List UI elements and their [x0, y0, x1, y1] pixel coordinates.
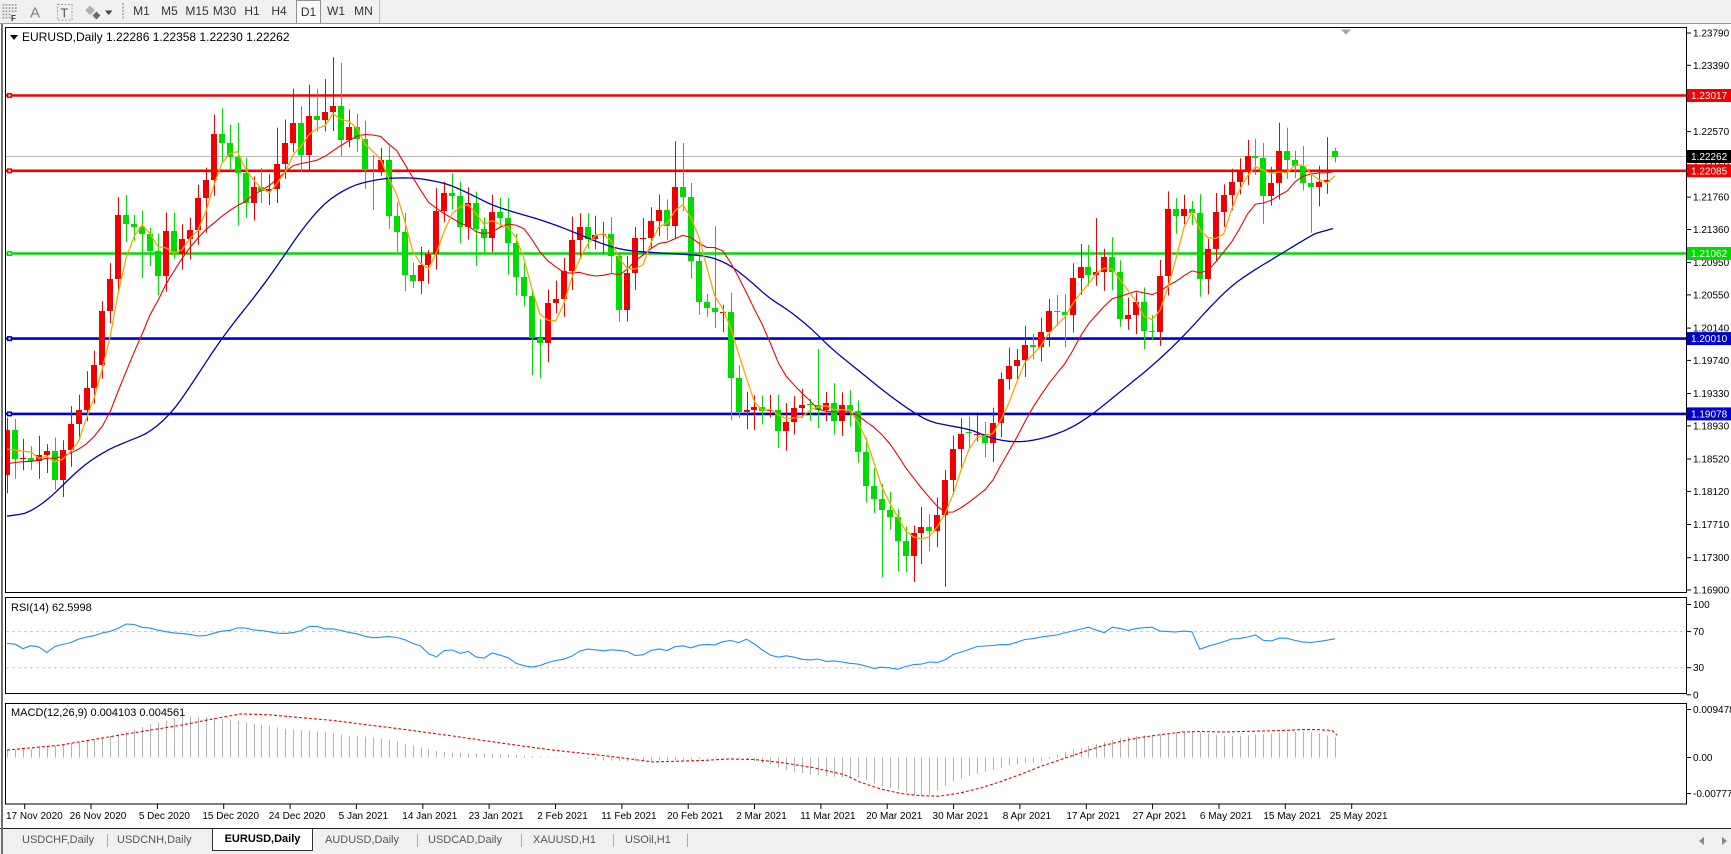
- svg-text:1.19740: 1.19740: [1693, 356, 1730, 367]
- svg-text:14 Jan 2021: 14 Jan 2021: [402, 811, 457, 822]
- svg-text:1.20140: 1.20140: [1693, 324, 1730, 335]
- svg-text:24 Dec 2020: 24 Dec 2020: [269, 811, 326, 822]
- svg-text:1.19330: 1.19330: [1693, 389, 1730, 400]
- svg-text:11 Feb 2021: 11 Feb 2021: [601, 811, 657, 822]
- svg-text:15 Dec 2020: 15 Dec 2020: [202, 811, 259, 822]
- svg-text:RSI(14) 62.5998: RSI(14) 62.5998: [11, 602, 92, 614]
- svg-text:1.20950: 1.20950: [1693, 258, 1730, 269]
- svg-text:26 Nov 2020: 26 Nov 2020: [70, 811, 127, 822]
- svg-text:27 Apr 2021: 27 Apr 2021: [1133, 811, 1187, 822]
- svg-text:1.17710: 1.17710: [1693, 520, 1730, 531]
- svg-text:1.18520: 1.18520: [1693, 455, 1730, 466]
- svg-text:30 Mar 2021: 30 Mar 2021: [933, 811, 990, 822]
- svg-text:2 Mar 2021: 2 Mar 2021: [736, 811, 787, 822]
- svg-text:17 Apr 2021: 17 Apr 2021: [1066, 811, 1120, 822]
- svg-text:MACD(12,26,9) 0.004103 0.00456: MACD(12,26,9) 0.004103 0.004561: [11, 707, 185, 719]
- svg-text:1.18930: 1.18930: [1693, 421, 1730, 432]
- svg-text:0.009478: 0.009478: [1693, 705, 1731, 716]
- svg-text:11 Mar 2021: 11 Mar 2021: [800, 811, 856, 822]
- svg-text:20 Mar 2021: 20 Mar 2021: [866, 811, 923, 822]
- svg-text:6 May 2021: 6 May 2021: [1200, 811, 1253, 822]
- svg-text:T: T: [61, 7, 69, 21]
- svg-text:1.22262: 1.22262: [1691, 152, 1728, 163]
- svg-text:8 Apr 2021: 8 Apr 2021: [1003, 811, 1052, 822]
- svg-text:25 May 2021: 25 May 2021: [1330, 811, 1388, 822]
- svg-text:A: A: [30, 5, 40, 22]
- svg-text:5 Jan 2021: 5 Jan 2021: [339, 811, 389, 822]
- svg-text:1.23017: 1.23017: [1691, 91, 1728, 102]
- svg-text:1.21062: 1.21062: [1691, 249, 1728, 260]
- svg-text:1.22570: 1.22570: [1693, 127, 1730, 138]
- svg-text:-0.007778: -0.007778: [1693, 789, 1731, 800]
- svg-text:2 Feb 2021: 2 Feb 2021: [537, 811, 588, 822]
- svg-text:1.16900: 1.16900: [1693, 586, 1730, 597]
- svg-text:15 May 2021: 15 May 2021: [1263, 811, 1321, 822]
- svg-text:1.17300: 1.17300: [1693, 553, 1730, 564]
- svg-text:1.20010: 1.20010: [1691, 334, 1728, 345]
- svg-text:1.21360: 1.21360: [1693, 225, 1730, 236]
- svg-text:70: 70: [1693, 627, 1705, 638]
- svg-text:1.22085: 1.22085: [1691, 166, 1728, 177]
- svg-text:EURUSD,Daily 1.22286 1.22358: EURUSD,Daily 1.22286 1.22358 1.22230 1.2…: [22, 30, 290, 44]
- svg-text:30: 30: [1693, 663, 1705, 674]
- svg-text:23 Jan 2021: 23 Jan 2021: [469, 811, 524, 822]
- svg-text:1.21760: 1.21760: [1693, 193, 1730, 204]
- svg-text:1.18120: 1.18120: [1693, 487, 1730, 498]
- svg-text:0.00: 0.00: [1693, 753, 1713, 764]
- svg-text:20 Feb 2021: 20 Feb 2021: [667, 811, 724, 822]
- svg-text:1.19078: 1.19078: [1691, 409, 1728, 420]
- svg-text:1.23790: 1.23790: [1693, 29, 1730, 40]
- svg-text:1.20550: 1.20550: [1693, 290, 1730, 301]
- svg-text:1.23390: 1.23390: [1693, 61, 1730, 72]
- svg-text:F: F: [11, 14, 16, 23]
- svg-text:0: 0: [1693, 690, 1699, 701]
- svg-text:100: 100: [1693, 600, 1710, 611]
- svg-text:17 Nov 2020: 17 Nov 2020: [6, 811, 63, 822]
- svg-text:5 Dec 2020: 5 Dec 2020: [139, 811, 191, 822]
